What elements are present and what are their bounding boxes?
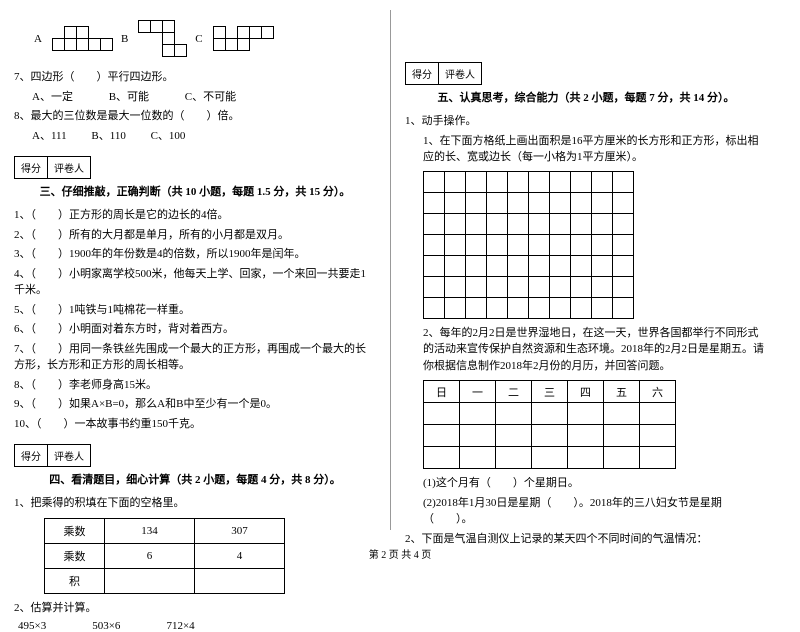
- cal-h0: 日: [424, 381, 460, 403]
- shape-c: [213, 26, 274, 51]
- q7-opt-b: B、可能: [109, 91, 149, 103]
- tbl-r1c1: 乘数: [45, 518, 105, 543]
- section-4-title: 四、看清题目，细心计算（共 2 小题，每题 4 分，共 8 分）。: [14, 471, 376, 487]
- page-footer: 第 2 页 共 4 页: [0, 546, 800, 561]
- q8-opt-c: C、100: [151, 130, 186, 142]
- section-5-title: 五、认真思考，综合能力（共 2 小题，每题 7 分，共 14 分）。: [405, 89, 767, 105]
- question-8-options: A、111 B、110 C、100: [32, 128, 376, 145]
- shape-options-row: A B C: [34, 20, 376, 57]
- cal-h5: 五: [604, 381, 640, 403]
- q5-sub1: (1)这个月有（ ）个星期日。: [423, 475, 767, 492]
- cal-h4: 四: [568, 381, 604, 403]
- calc-expr-3: 712×4: [166, 620, 194, 632]
- judge-6: 6、（ ）小明面对着东方时，背对着西方。: [14, 321, 376, 338]
- judge-7: 7、（ ）用同一条铁丝先围成一个最大的正方形，再围成一个最大的长方形，长方形和正…: [14, 341, 376, 374]
- section-3-title: 三、仔细推敲，正确判断（共 10 小题，每题 1.5 分，共 15 分）。: [14, 183, 376, 199]
- calc-q2: 2、估算并计算。: [14, 600, 376, 617]
- grader-cell: 评卷人: [48, 156, 91, 179]
- judge-5: 5、（ ）1吨铁与1吨棉花一样重。: [14, 302, 376, 319]
- calc-q1: 1、把乘得的积填在下面的空格里。: [14, 495, 376, 512]
- q8-opt-b: B、110: [91, 130, 125, 142]
- tbl-r3c3: [195, 568, 285, 593]
- tbl-r1c3: 307: [195, 518, 285, 543]
- judge-2: 2、（ ）所有的大月都是单月，所有的小月都是双月。: [14, 227, 376, 244]
- calc-expr-1: 495×3: [18, 620, 46, 632]
- question-7: 7、四边形（ ）平行四边形。: [14, 69, 376, 86]
- q7-opt-c: C、不可能: [185, 91, 236, 103]
- cal-h6: 六: [640, 381, 676, 403]
- calc-expr-2: 503×6: [92, 620, 120, 632]
- judge-3: 3、（ ）1900年的年份数是4的倍数，所以1900年是闰年。: [14, 246, 376, 263]
- q5-2: 2、下面是气温自测仪上记录的某天四个不同时间的气温情况：: [405, 531, 767, 548]
- score-cell: 得分: [14, 444, 48, 467]
- q5-1-2: 2、每年的2月2日是世界湿地日，在这一天，世界各国都举行不同形式的活动来宣传保护…: [423, 325, 767, 375]
- judge-4: 4、（ ）小明家离学校500米，他每天上学、回家，一个来回一共要走1千米。: [14, 266, 376, 299]
- shape-b-label: B: [121, 33, 128, 45]
- shape-c-label: C: [195, 33, 202, 45]
- judge-1: 1、（ ）正方形的周长是它的边长的4倍。: [14, 207, 376, 224]
- q7-opt-a: A、一定: [32, 91, 73, 103]
- left-column: A B C 7、四边形（ ）平行四边形。 A、一定 B、可能 C、不可能: [0, 0, 390, 540]
- q5-1-1: 1、在下面方格纸上画出面积是16平方厘米的长方形和正方形，标出相应的长、宽或边长…: [423, 133, 767, 166]
- cal-h1: 一: [460, 381, 496, 403]
- score-box-section3: 得分 评卷人: [14, 156, 376, 179]
- score-cell: 得分: [14, 156, 48, 179]
- cal-h3: 三: [532, 381, 568, 403]
- score-box-section4: 得分 评卷人: [14, 444, 376, 467]
- shape-a-label: A: [34, 33, 42, 45]
- cal-h2: 二: [496, 381, 532, 403]
- tbl-r1c2: 134: [105, 518, 195, 543]
- question-7-options: A、一定 B、可能 C、不可能: [32, 89, 376, 106]
- tbl-r3c2: [105, 568, 195, 593]
- grader-cell: 评卷人: [439, 62, 482, 85]
- right-column: 得分 评卷人 五、认真思考，综合能力（共 2 小题，每题 7 分，共 14 分）…: [391, 0, 781, 540]
- drawing-grid: [423, 172, 767, 319]
- question-8: 8、最大的三位数是最大一位数的（ ）倍。: [14, 108, 376, 125]
- judge-9: 9、（ ）如果A×B=0，那么A和B中至少有一个是0。: [14, 396, 376, 413]
- q8-opt-a: A、111: [32, 130, 67, 142]
- q5-sub2: (2)2018年1月30日是星期（ ）。2018年的三八妇女节是星期（ ）。: [423, 495, 767, 528]
- shape-b: [138, 20, 187, 57]
- q5-1: 1、动手操作。: [405, 113, 767, 130]
- judge-10: 10、（ ）一本故事书约重150千克。: [14, 416, 376, 433]
- score-cell: 得分: [405, 62, 439, 85]
- score-box-section5: 得分 评卷人: [405, 62, 767, 85]
- calendar-table: 日 一 二 三 四 五 六: [423, 380, 676, 469]
- calc-expressions: 495×3 503×6 712×4: [18, 620, 376, 632]
- tbl-r3c1: 积: [45, 568, 105, 593]
- grader-cell: 评卷人: [48, 444, 91, 467]
- judge-8: 8、（ ）李老师身高15米。: [14, 377, 376, 394]
- shape-a: [52, 26, 113, 51]
